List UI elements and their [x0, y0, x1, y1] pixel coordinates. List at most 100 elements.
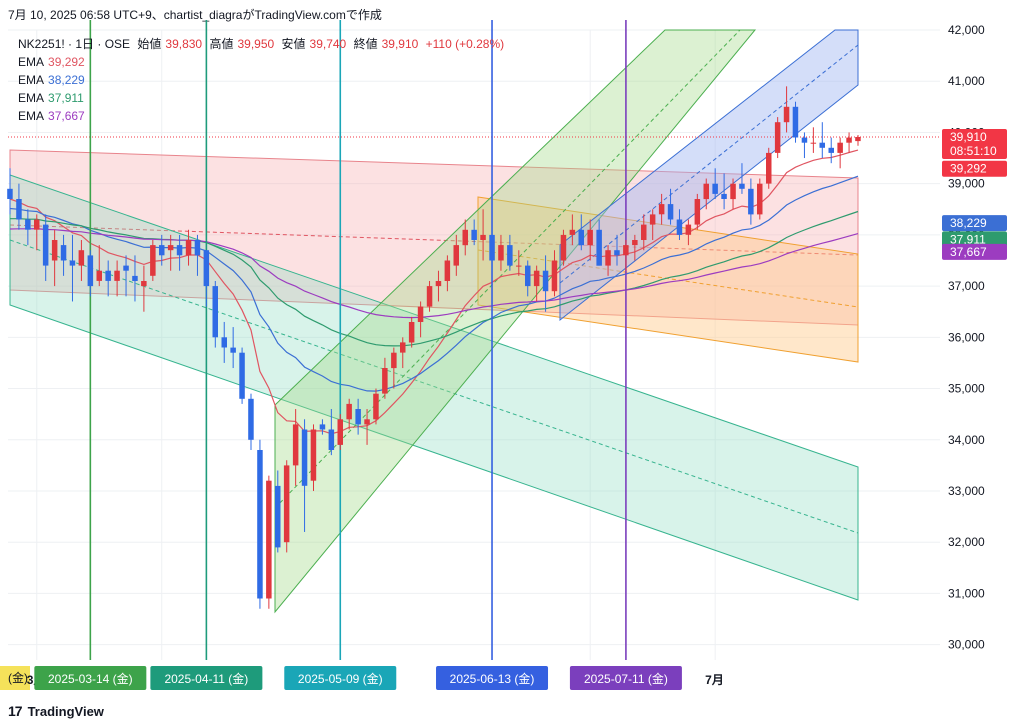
candle[interactable] [453, 234, 460, 276]
ema-row[interactable]: EMA 39,292 [18, 53, 508, 71]
candle[interactable] [569, 214, 576, 246]
candle[interactable] [471, 219, 477, 246]
candle[interactable] [658, 193, 665, 225]
ema-row[interactable]: EMA 37,911 [18, 89, 508, 107]
candle[interactable] [51, 229, 58, 287]
candle[interactable] [283, 460, 290, 553]
ema-row[interactable]: EMA 38,229 [18, 71, 508, 89]
date-badge[interactable]: 2025-07-11 (金) [569, 666, 682, 690]
candle[interactable] [533, 265, 540, 302]
candle[interactable] [364, 409, 370, 445]
candle[interactable] [730, 178, 736, 210]
candle[interactable] [203, 250, 210, 307]
candle[interactable] [801, 132, 808, 159]
symbol-label[interactable]: NK2251! · 1日 · OSE [18, 37, 131, 51]
candle[interactable] [248, 393, 254, 450]
candle[interactable] [310, 424, 317, 491]
candle[interactable] [837, 137, 843, 169]
candle[interactable] [382, 357, 388, 399]
candle[interactable] [105, 260, 111, 297]
time-axis[interactable]: (金)3月4月6月7月2025-03-14 (金)2025-04-11 (金)2… [0, 666, 724, 690]
candle[interactable] [34, 214, 40, 251]
candle[interactable] [676, 209, 683, 240]
candle[interactable] [275, 470, 281, 553]
candle[interactable] [408, 316, 415, 348]
candle[interactable] [42, 214, 49, 281]
candle[interactable] [132, 255, 138, 302]
candle[interactable] [257, 439, 263, 609]
candle[interactable] [560, 229, 567, 266]
candle[interactable] [194, 234, 201, 276]
candle[interactable] [114, 260, 120, 297]
candle[interactable] [266, 475, 272, 609]
candle[interactable] [25, 209, 31, 246]
candle[interactable] [239, 347, 245, 404]
candle[interactable] [417, 301, 424, 338]
price-badge[interactable]: 39,292 [942, 160, 1007, 177]
candle[interactable] [489, 229, 495, 271]
tradingview-brand[interactable]: 17 TradingView [8, 703, 104, 719]
candle[interactable] [328, 409, 335, 456]
price-axis[interactable]: 30,000 31,000 32,000 33,000 34,000 35,000 36,0… [942, 23, 1007, 652]
candle[interactable] [444, 255, 451, 292]
candle[interactable] [685, 219, 692, 246]
candle[interactable] [542, 255, 549, 312]
candle[interactable] [766, 147, 772, 189]
candle[interactable] [721, 173, 727, 210]
candle[interactable] [694, 193, 701, 230]
candle[interactable] [623, 240, 629, 271]
candle[interactable] [516, 250, 522, 276]
candle[interactable] [78, 240, 85, 281]
candle[interactable] [605, 245, 611, 276]
candle[interactable] [828, 137, 835, 164]
candle[interactable] [87, 250, 94, 297]
candle[interactable] [712, 168, 718, 200]
candle[interactable] [16, 183, 22, 230]
candle[interactable] [846, 132, 852, 153]
candle[interactable] [855, 135, 861, 146]
candle[interactable] [498, 234, 504, 271]
candle[interactable] [810, 127, 817, 153]
candle[interactable] [346, 398, 352, 430]
candle[interactable] [426, 280, 433, 312]
ema-row[interactable]: EMA 37,667 [18, 107, 508, 125]
candle[interactable] [614, 234, 620, 266]
price-badge[interactable]: 37,667 [942, 243, 1007, 260]
candle[interactable] [212, 280, 219, 348]
candle[interactable] [391, 347, 397, 389]
candle[interactable] [337, 414, 344, 450]
date-badge[interactable]: 2025-04-11 (金) [150, 666, 263, 690]
candle[interactable] [649, 209, 656, 240]
candle[interactable] [632, 234, 638, 261]
date-badge[interactable]: 2025-06-13 (金) [436, 666, 549, 690]
candle[interactable] [221, 321, 228, 363]
candle[interactable] [301, 419, 308, 532]
candle[interactable] [667, 188, 674, 225]
candle[interactable] [739, 163, 745, 194]
candle[interactable] [69, 234, 76, 302]
candle[interactable] [185, 229, 192, 266]
candle[interactable] [792, 101, 799, 143]
candle[interactable] [176, 234, 183, 271]
candle[interactable] [400, 337, 406, 369]
candle[interactable] [96, 245, 103, 287]
price-badge[interactable]: 37,911 [942, 231, 1007, 248]
candle[interactable] [819, 122, 826, 159]
candle[interactable] [435, 270, 442, 302]
candle[interactable] [230, 327, 236, 369]
candle[interactable] [641, 214, 647, 251]
candle[interactable] [757, 178, 763, 220]
candles[interactable] [7, 86, 861, 609]
candle[interactable] [587, 219, 593, 261]
candle[interactable] [159, 234, 165, 266]
candle[interactable] [373, 388, 379, 425]
candle[interactable] [596, 219, 602, 266]
candle[interactable] [703, 178, 710, 210]
candle[interactable] [355, 398, 361, 435]
candle[interactable] [319, 419, 326, 435]
candle[interactable] [60, 234, 67, 276]
candle[interactable] [7, 168, 13, 215]
candle[interactable] [783, 86, 790, 133]
